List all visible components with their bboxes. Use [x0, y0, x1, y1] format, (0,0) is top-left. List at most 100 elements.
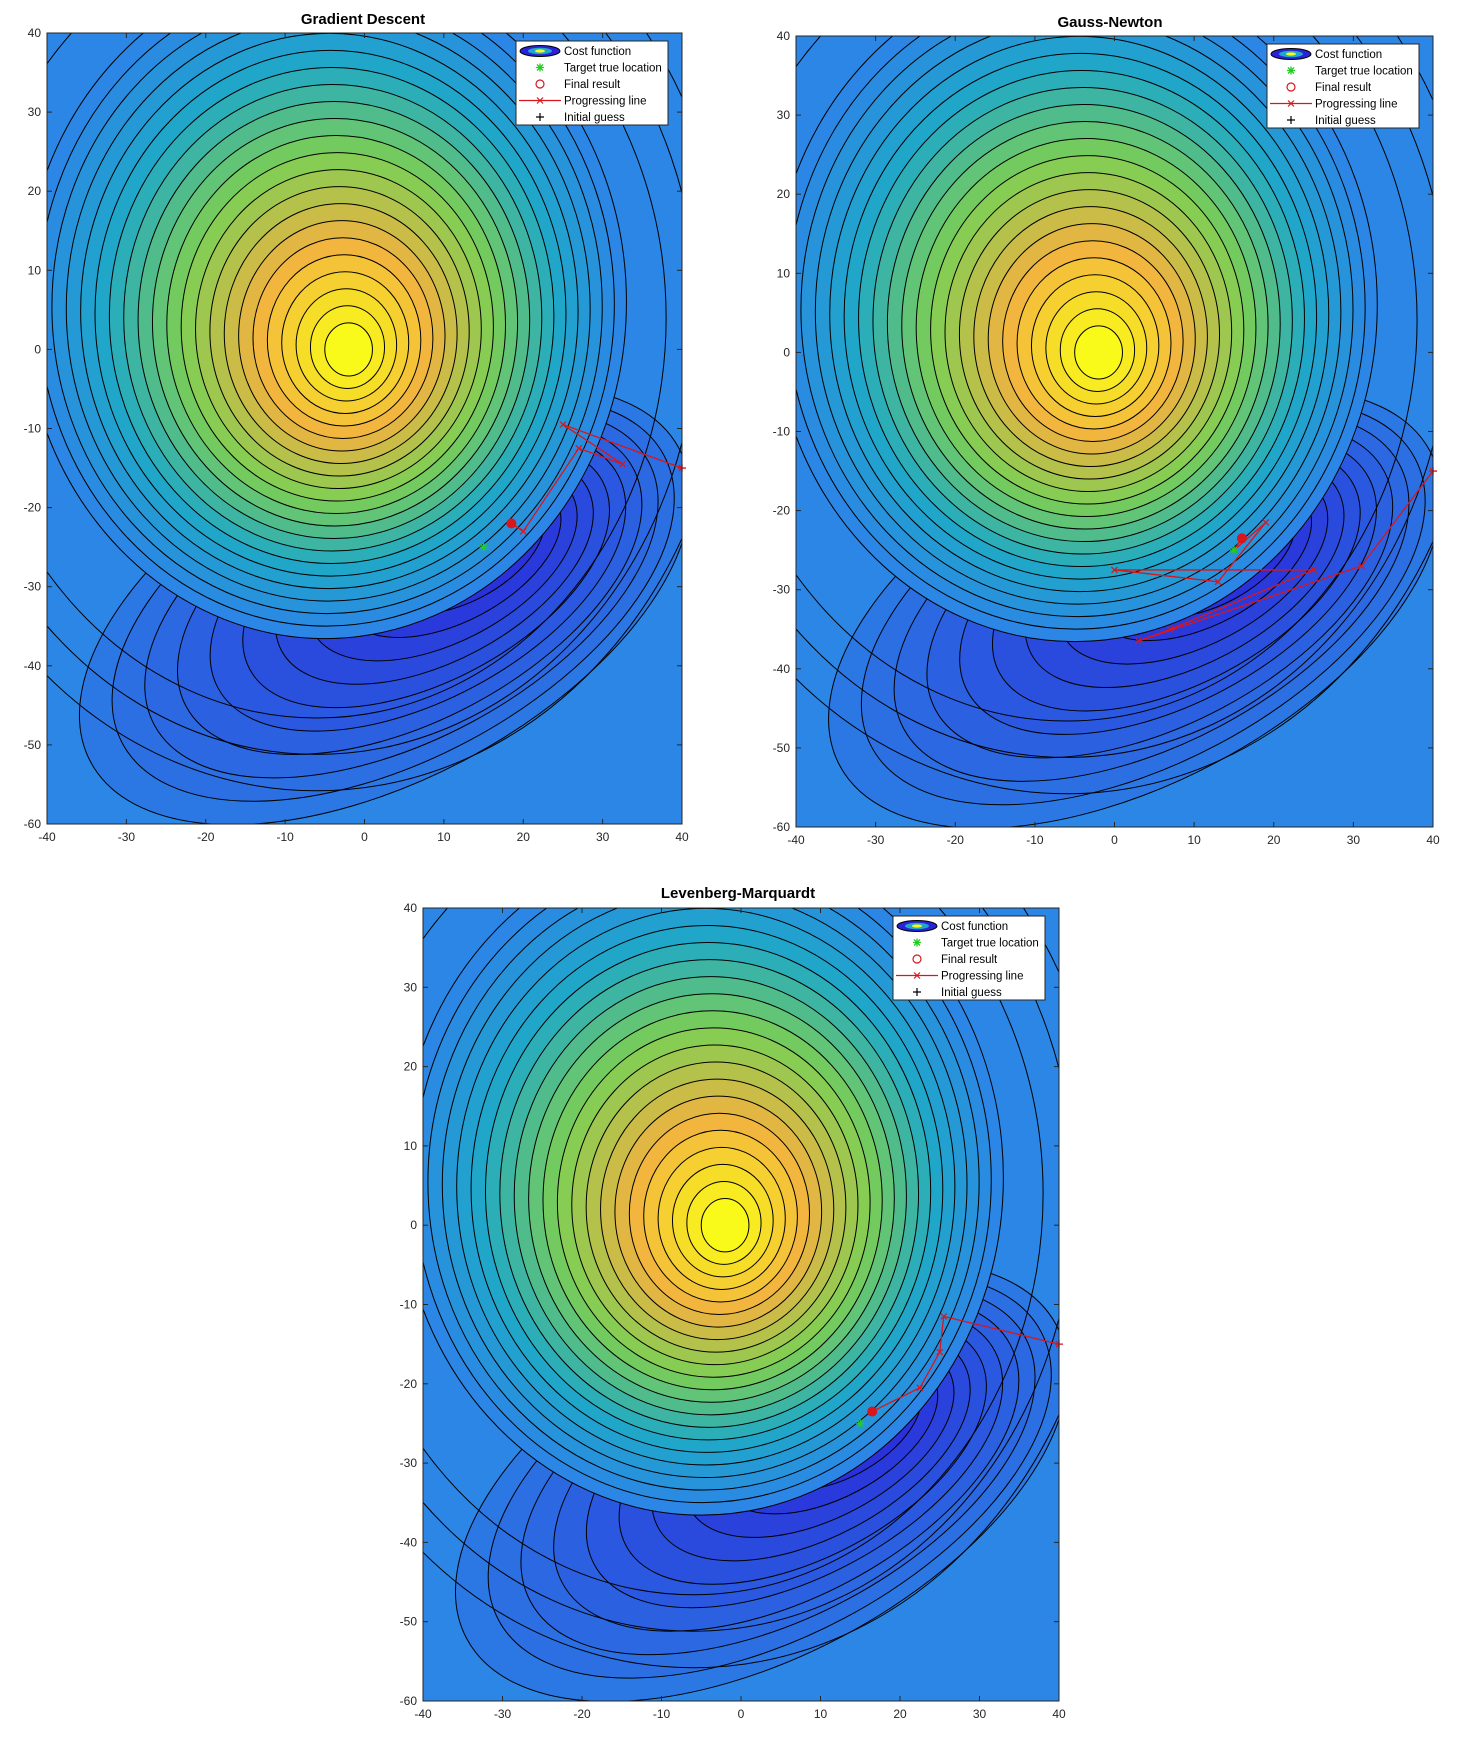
- path-point: [619, 460, 626, 468]
- y-tick-label: 30: [28, 105, 42, 119]
- path-point: [1055, 1340, 1059, 1348]
- x-axis: -40 -30 -20 -10 0 10 20 30 40: [38, 33, 689, 844]
- path-point: [1310, 566, 1317, 574]
- x-tick-label: 40: [1052, 1707, 1066, 1721]
- path-point: [1262, 519, 1270, 526]
- y-tick-label: -60: [24, 817, 42, 831]
- y-axis: 40 30 20 10 0 -10 -20 -30 -40 -50 -60: [773, 29, 1433, 834]
- path-point: [678, 464, 682, 472]
- x-tick-label: 0: [1111, 833, 1118, 847]
- x-tick-label: -40: [38, 830, 56, 844]
- legend-guess-swatch: [1287, 116, 1295, 124]
- legend-label-final-result: Final result: [941, 954, 998, 966]
- legend-label-initial-guess: Initial guess: [941, 987, 1002, 999]
- path-point: [940, 1312, 948, 1320]
- plot-area: [47, 33, 682, 824]
- outer-contour: [796, 36, 1433, 795]
- final-result-marker: [506, 518, 517, 529]
- path-point: [1214, 578, 1222, 586]
- y-tick-label: -20: [24, 501, 42, 515]
- outer-contour: [47, 33, 667, 719]
- path-point: [1134, 637, 1142, 645]
- y-tick-label: 30: [404, 980, 418, 994]
- x-tick-label: 0: [361, 830, 368, 844]
- y-tick-label: -10: [773, 425, 791, 439]
- peak-contour: [324, 322, 373, 377]
- x-tick-label: 40: [1426, 833, 1440, 847]
- y-tick-label: -30: [24, 580, 42, 594]
- legend-target-swatch: [536, 63, 544, 72]
- path-point: [575, 444, 583, 452]
- y-tick-label: -10: [400, 1298, 418, 1312]
- progressing-line: [1114, 470, 1433, 642]
- target-marker: [1229, 546, 1238, 555]
- legend-line-marker: [913, 972, 921, 979]
- y-tick-label: 0: [34, 342, 41, 356]
- peak-contours: [423, 908, 1059, 1669]
- final-result-marker: [867, 1406, 878, 1417]
- legend-label-cost-function: Cost function: [564, 46, 631, 58]
- path-point: [519, 527, 527, 535]
- peak-contour: [1074, 325, 1123, 380]
- outer-contour: [47, 33, 682, 755]
- y-axis: 40 30 20 10 0 -10 -20 -30 -40 -50 -60: [400, 901, 1059, 1708]
- chart-title: Gauss-Newton: [1057, 14, 1162, 31]
- x-tick-label: -40: [787, 833, 805, 847]
- target-marker: [856, 1419, 865, 1428]
- x-tick-label: 10: [1187, 833, 1201, 847]
- x-axis: -40 -30 -20 -10 0 10 20 30 40: [414, 908, 1066, 1721]
- x-tick-label: -10: [653, 1707, 671, 1721]
- path-point: [559, 421, 567, 428]
- legend-target-swatch: [913, 938, 921, 947]
- x-tick-label: -20: [573, 1707, 591, 1721]
- x-tick-label: -30: [867, 833, 885, 847]
- legend-label-initial-guess: Initial guess: [1315, 115, 1376, 127]
- final-result-marker: [1236, 533, 1247, 544]
- x-axis: -40 -30 -20 -10 0 10 20 30 40: [787, 36, 1440, 847]
- legend-label-progressing-line: Progressing line: [941, 971, 1023, 983]
- x-tick-label: 20: [1267, 833, 1281, 847]
- legend: Cost function Target true location Final r…: [892, 915, 1046, 1001]
- x-tick-label: -40: [414, 1707, 432, 1721]
- y-tick-label: -30: [400, 1456, 418, 1470]
- path-point: [1357, 562, 1365, 570]
- legend-final-swatch: [912, 954, 922, 964]
- legend-guess-swatch: [913, 988, 921, 996]
- legend-label-progressing-line: Progressing line: [564, 96, 646, 108]
- path-point: [936, 1348, 944, 1356]
- legend-final-swatch: [535, 79, 545, 89]
- y-tick-label: 0: [783, 345, 790, 359]
- peak-contours: [796, 36, 1433, 795]
- outer-contour: [796, 36, 1418, 722]
- panel-gauss-newton: Gauss-Newton -40 -30 -20 -10 0 10 20 30 40 40 30 20…: [773, 14, 1440, 847]
- x-tick-label: 20: [517, 830, 531, 844]
- x-tick-label: 20: [893, 1707, 907, 1721]
- legend-cost-swatch-core: [912, 924, 922, 928]
- y-tick-label: -60: [773, 820, 791, 834]
- path-point: [916, 1384, 924, 1392]
- y-tick-label: -20: [773, 504, 791, 518]
- outer-contour: [47, 33, 682, 792]
- legend-label-final-result: Final result: [564, 79, 621, 91]
- y-axis: 40 30 20 10 0 -10 -20 -30 -40 -50 -60: [24, 26, 682, 831]
- path-point: [1429, 467, 1433, 475]
- y-tick-label: -40: [24, 659, 42, 673]
- x-tick-label: 30: [1347, 833, 1361, 847]
- x-tick-label: -10: [1026, 833, 1044, 847]
- peak-contours: [47, 33, 682, 792]
- plot-area: [796, 36, 1433, 827]
- y-tick-label: 10: [28, 263, 42, 277]
- y-tick-label: 30: [777, 108, 791, 122]
- legend-label-progressing-line: Progressing line: [1315, 99, 1397, 111]
- peak-contour: [700, 1198, 750, 1253]
- x-tick-label: -20: [197, 830, 215, 844]
- outer-contour: [423, 908, 1059, 1669]
- y-tick-label: -40: [773, 662, 791, 676]
- legend: Cost function Target true location Final r…: [515, 40, 669, 126]
- x-tick-label: -10: [276, 830, 294, 844]
- legend-target-swatch: [1287, 66, 1295, 75]
- legend-cost-swatch-core: [1286, 52, 1296, 56]
- y-tick-label: 40: [404, 901, 418, 915]
- x-tick-label: 30: [596, 830, 610, 844]
